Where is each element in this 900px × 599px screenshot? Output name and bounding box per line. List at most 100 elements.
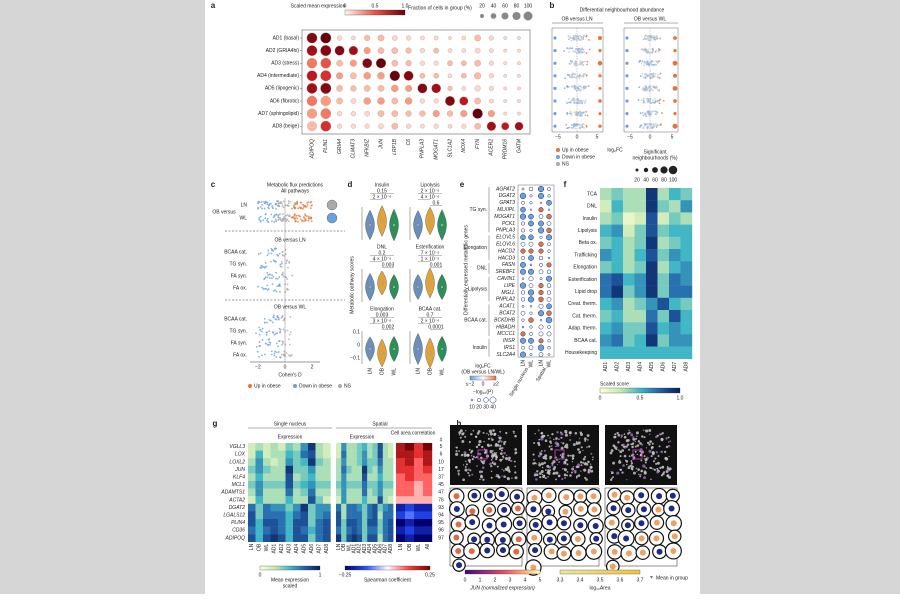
tissue-speck bbox=[637, 440, 641, 443]
row-label: WL bbox=[240, 215, 248, 221]
tissue-speck bbox=[540, 450, 543, 452]
effect bbox=[265, 265, 268, 268]
gene-dot bbox=[546, 221, 552, 226]
neighbourhood bbox=[568, 34, 570, 37]
heat-cell bbox=[293, 519, 301, 527]
tissue-speck bbox=[489, 444, 493, 447]
gene-dot bbox=[538, 255, 544, 261]
heat-cell bbox=[278, 496, 286, 504]
legend-swatch bbox=[556, 162, 560, 166]
tissue-speck bbox=[585, 478, 588, 481]
tissue-speck bbox=[578, 437, 581, 440]
gene-label: INSR bbox=[503, 338, 515, 344]
y-axis-label: Differentially expressed metabolic genes bbox=[463, 225, 469, 315]
p-value: 4 × 10⁻⁶ bbox=[421, 194, 440, 200]
subheader: Expression bbox=[350, 434, 375, 440]
tissue-speck bbox=[538, 472, 542, 475]
tissue-speck bbox=[610, 470, 613, 473]
cell-fill bbox=[455, 547, 462, 554]
heat-cell bbox=[669, 273, 681, 286]
gene-dot bbox=[537, 192, 545, 199]
heat-cell bbox=[300, 481, 309, 489]
gene-label: PNPLA3 bbox=[420, 139, 426, 158]
tissue-speck bbox=[458, 474, 460, 476]
effect bbox=[310, 220, 313, 223]
tissue-speck bbox=[499, 452, 503, 455]
neighbourhood bbox=[569, 101, 572, 104]
tissue-speck bbox=[490, 437, 493, 440]
count: 5 bbox=[440, 444, 443, 450]
heat-cell bbox=[423, 496, 433, 504]
effect bbox=[267, 249, 270, 252]
gene-dot bbox=[539, 318, 543, 322]
tissue-speck bbox=[655, 462, 658, 465]
heat-cell bbox=[382, 519, 389, 527]
tissue-speck bbox=[564, 433, 568, 437]
neighbourhood bbox=[574, 64, 577, 67]
heat-cell bbox=[634, 188, 647, 201]
effect bbox=[272, 275, 275, 278]
cell-fill bbox=[484, 547, 491, 554]
neighbourhood bbox=[580, 35, 583, 38]
dot bbox=[433, 60, 439, 66]
dot bbox=[474, 34, 481, 42]
tissue-speck bbox=[582, 449, 584, 452]
gene-label: GATM bbox=[516, 138, 522, 153]
effect bbox=[288, 343, 291, 346]
effect bbox=[281, 254, 284, 256]
tissue-speck bbox=[645, 429, 649, 433]
heat-cell bbox=[315, 496, 324, 504]
tissue-speck bbox=[634, 450, 637, 453]
heat-cell bbox=[248, 473, 256, 482]
gene-label: GPAT3 bbox=[499, 200, 515, 206]
effect bbox=[286, 329, 289, 332]
tissue-speck bbox=[541, 473, 544, 476]
x-tick-label: −2 bbox=[255, 364, 261, 370]
dot bbox=[488, 35, 494, 41]
tissue-speck bbox=[635, 431, 639, 435]
neighbourhood bbox=[659, 72, 662, 75]
gene-label: DGAT2 bbox=[229, 505, 246, 511]
heat-cell bbox=[600, 224, 612, 237]
neighbourhood bbox=[580, 114, 583, 117]
effect bbox=[265, 334, 268, 336]
neighbourhood bbox=[572, 50, 575, 53]
colorbar-title: Mean expression bbox=[271, 577, 309, 583]
dot bbox=[472, 108, 483, 119]
neighbourhood bbox=[579, 59, 582, 62]
heat-cell bbox=[414, 519, 424, 527]
neighbourhood bbox=[581, 102, 584, 104]
gene-dot bbox=[529, 208, 533, 211]
tissue-speck bbox=[514, 471, 517, 474]
neighbourhood bbox=[579, 51, 582, 54]
heat-cell bbox=[356, 496, 363, 504]
effect bbox=[268, 338, 271, 341]
heat-cell bbox=[270, 481, 279, 489]
legend-swatch bbox=[556, 155, 560, 159]
column-label: AD6 bbox=[661, 362, 667, 372]
heat-cell bbox=[611, 273, 624, 286]
effect bbox=[281, 204, 284, 207]
neighbourhood bbox=[576, 123, 579, 126]
tissue-speck bbox=[588, 445, 591, 448]
column-label: AD1 bbox=[272, 544, 278, 554]
neighbourhood bbox=[658, 89, 661, 92]
tissue-speck bbox=[667, 445, 671, 448]
gene-label: ACER2 bbox=[489, 139, 495, 157]
effect bbox=[286, 287, 288, 290]
tissue-speck bbox=[477, 430, 481, 433]
size-key bbox=[660, 166, 668, 174]
heat-cell bbox=[405, 481, 415, 489]
tissue-speck bbox=[627, 438, 630, 442]
dot bbox=[334, 45, 345, 56]
heat-cell bbox=[285, 488, 294, 497]
dot bbox=[419, 48, 425, 54]
tissue-speck bbox=[643, 455, 646, 458]
tissue-speck bbox=[540, 462, 544, 466]
heat-cell bbox=[293, 534, 301, 542]
neighbourhood bbox=[565, 124, 568, 126]
heat-cell bbox=[270, 519, 279, 527]
tissue-speck bbox=[577, 441, 581, 445]
heat-cell bbox=[414, 534, 424, 542]
